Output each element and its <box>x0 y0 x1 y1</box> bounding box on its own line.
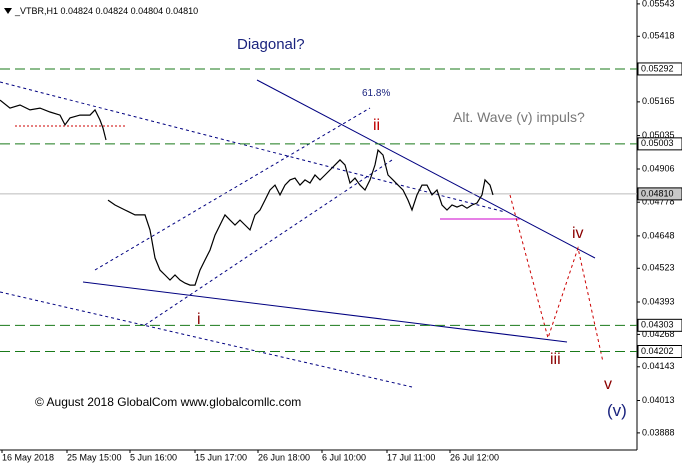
current-price-label: 0.04810 <box>641 188 674 198</box>
chart-title: _VTBR,H1 0.04824 0.04824 0.04804 0.04810 <box>14 6 198 16</box>
title-icon <box>4 8 12 14</box>
channel-line <box>0 291 413 388</box>
y-tick-label: 0.04523 <box>642 263 675 273</box>
x-tick-label: 5 Jun 16:00 <box>130 452 177 462</box>
annotation: Diagonal? <box>237 36 305 53</box>
y-tick-label: 0.04648 <box>642 230 675 240</box>
y-tick-label: 0.05418 <box>642 31 675 41</box>
y-tick-label: 0.05543 <box>642 0 675 8</box>
y-tick-label: 0.04778 <box>642 197 675 207</box>
level-box <box>637 62 682 76</box>
y-tick-label: 0.04393 <box>642 296 675 306</box>
x-tick-label: 6 Jul 10:00 <box>322 452 366 462</box>
annotation: (v) <box>607 401 627 420</box>
wedge-line <box>82 281 568 343</box>
wedge-line <box>256 79 596 259</box>
level-label: 0.05292 <box>641 63 674 73</box>
x-tick-label: 16 May 2018 <box>2 452 54 462</box>
y-tick-label: 0.04268 <box>642 329 675 339</box>
axis-group <box>0 0 638 451</box>
annotation: 61.8% <box>362 88 390 99</box>
projection <box>509 194 604 363</box>
annotation: iii <box>550 351 561 368</box>
trend-line <box>0 81 506 213</box>
y-tick-label: 0.05035 <box>642 130 675 140</box>
y-tick-label: 0.04906 <box>642 163 675 173</box>
level-label: 0.04202 <box>641 346 674 356</box>
annotation: Alt. Wave (v) impuls? <box>453 109 585 125</box>
annotation: v <box>604 376 612 393</box>
level-label: 0.04303 <box>641 320 674 330</box>
y-tick-label: 0.04143 <box>642 361 675 371</box>
y-tick-label: 0.04013 <box>642 395 675 405</box>
x-tick-label: 17 Jul 11:00 <box>387 452 435 462</box>
price-line <box>0 99 107 141</box>
annotation: ii <box>373 117 380 134</box>
annotation: iv <box>572 225 584 242</box>
channel-line <box>94 107 371 271</box>
level-box <box>637 318 682 332</box>
annotation: i <box>197 311 201 328</box>
level-label: 0.05003 <box>641 138 674 148</box>
drawings <box>0 79 604 388</box>
copyright: © August 2018 GlobalCom www.globalcomllc… <box>35 395 301 409</box>
current-price-box <box>637 187 682 201</box>
channel-line <box>144 159 393 326</box>
x-tick-label: 26 Jul 12:00 <box>450 452 499 462</box>
price-line <box>107 148 494 286</box>
y-tick-label: 0.05165 <box>642 96 675 106</box>
level-box <box>637 344 682 358</box>
level-box <box>637 137 682 151</box>
x-tick-label: 26 Jun 18:00 <box>258 452 310 462</box>
x-tick-label: 15 Jun 17:00 <box>195 452 247 462</box>
y-tick-label: 0.03888 <box>642 427 675 437</box>
x-tick-label: 25 May 15:00 <box>67 452 122 462</box>
